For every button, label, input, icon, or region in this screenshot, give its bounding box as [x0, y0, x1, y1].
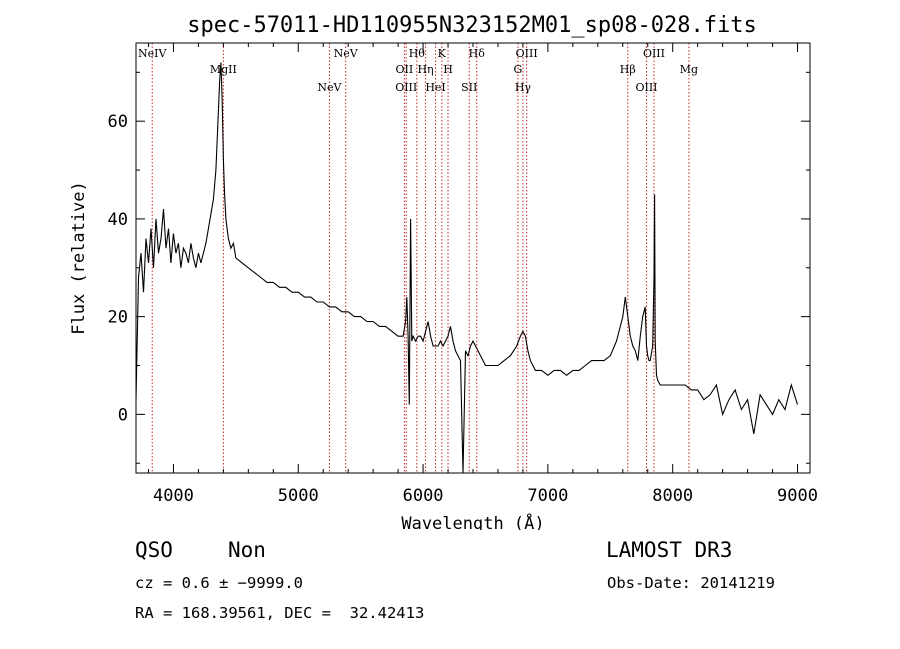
line-label-6: Hθ: [409, 47, 426, 60]
x-tick-label-5: 9000: [777, 486, 818, 506]
y-tick-label-3: 60: [108, 112, 128, 132]
line-label-12: Hδ: [469, 47, 486, 60]
redshift-readout: cz = 0.6 ± −9999.0: [135, 574, 303, 592]
line-label-9: K: [438, 47, 447, 60]
object-subclass: Non: [228, 538, 266, 562]
line-label-16: Hβ: [620, 63, 636, 76]
axis-ticks: 4000 5000 6000 7000 8000 9000 0 20 40 60: [108, 43, 818, 506]
y-tick-label-1: 20: [108, 308, 128, 328]
line-label-19: Mg: [680, 63, 698, 76]
line-label-10: H: [443, 63, 453, 76]
plot-frame: [135, 42, 811, 474]
x-axis-label: Wavelength (Å): [401, 512, 544, 530]
line-label-7: Hη: [417, 63, 433, 76]
chart-title: spec-57011-HD110955N323152M01_sp08-028.f…: [187, 13, 757, 38]
survey-label: LAMOST DR3: [606, 538, 733, 562]
spectrum-series: [135, 62, 799, 474]
line-label-8: HeI: [425, 81, 445, 94]
line-label-14: Hγ: [515, 81, 532, 94]
y-axis-label: Flux (relative): [69, 181, 89, 335]
line-label-15: OIII: [516, 47, 538, 60]
line-label-5: OIII: [395, 81, 417, 94]
object-class: QSO: [135, 538, 173, 562]
line-label-13: G: [514, 63, 523, 76]
obs-date: Obs-Date: 20141219: [607, 574, 775, 592]
x-tick-label-2: 6000: [403, 486, 444, 506]
spectral-line-labels: NeIV MgII NeV NeV OII OIII Hθ Hη HeI KH SII Hδ G Hγ OI…: [138, 47, 698, 94]
spectrum-chart: spec-57011-HD110955N323152M01_sp08-028.f…: [69, 13, 818, 530]
line-label-0: NeIV: [138, 47, 167, 60]
line-label-3: NeV: [334, 47, 359, 60]
coordinates: RA = 168.39561, DEC = 32.42413: [135, 604, 425, 622]
series-line-0: [135, 62, 799, 474]
x-tick-label-3: 7000: [527, 486, 568, 506]
line-label-17: OIII: [635, 81, 657, 94]
line-label-2: NeV: [317, 81, 342, 94]
x-tick-label-0: 4000: [153, 486, 194, 506]
line-label-11: SII: [461, 81, 477, 94]
spectral-line-markers: [151, 43, 690, 473]
line-label-4: OII: [395, 63, 413, 76]
line-label-1: MgII: [210, 63, 237, 76]
y-tick-label-2: 40: [108, 210, 128, 230]
x-tick-label-1: 5000: [278, 486, 319, 506]
x-tick-label-4: 8000: [652, 486, 693, 506]
y-tick-label-0: 0: [118, 405, 128, 425]
line-label-18: OIII: [643, 47, 665, 60]
